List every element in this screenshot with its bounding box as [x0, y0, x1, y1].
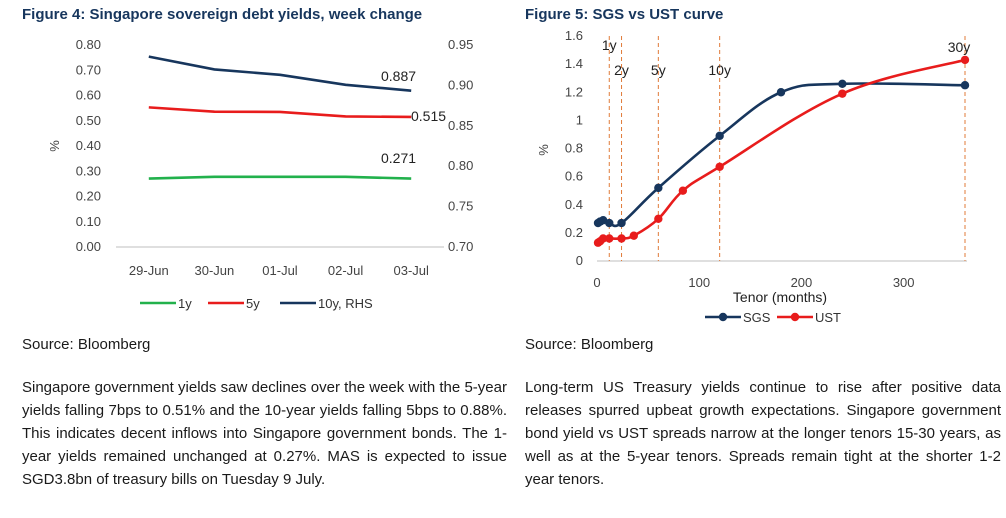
y-tick-label: 0.10	[76, 214, 101, 229]
x-tick-label: 01-Jul	[262, 263, 298, 278]
y-tick-label: 0.80	[76, 37, 101, 52]
data-point-sgs	[838, 79, 847, 89]
data-label: 0.887	[381, 68, 416, 84]
y2-tick-label: 0.90	[448, 77, 473, 92]
data-point-sgs	[715, 131, 724, 141]
series-line-ust	[597, 58, 966, 244]
data-point-ust	[838, 89, 847, 98]
yields-week-change-chart: 0.00 0.10 0.20 0.30 0.40 0.50 0.60 0.70 0.80 0.70…	[47, 37, 473, 311]
data-point-ust	[617, 234, 626, 243]
x-tick-label: 300	[893, 275, 915, 290]
y-tick-label: 0.8	[565, 141, 583, 156]
legend-label: 10y, RHS	[318, 296, 373, 311]
data-point-sgs	[960, 81, 970, 90]
x-tick-label: 200	[791, 275, 813, 290]
figure-5-title: Figure 5: SGS vs UST curve	[525, 6, 724, 23]
data-point-ust	[960, 55, 970, 65]
y-tick-label: 0.00	[76, 239, 101, 254]
series-line-10y	[148, 55, 412, 92]
tenor-marker-label: 1y	[602, 37, 617, 53]
y-tick-label: 1	[576, 112, 583, 127]
data-point-sgs	[605, 218, 614, 228]
x-tick-label: 0	[593, 275, 600, 290]
x-tick-label: 02-Jul	[328, 263, 364, 278]
legend-label: UST	[815, 310, 841, 325]
data-point-ust	[629, 231, 638, 240]
series-line-1y	[148, 175, 412, 180]
x-axis-label: Tenor (months)	[733, 289, 827, 305]
figure-5-commentary: Long-term US Treasury yields continue to…	[525, 379, 1001, 488]
tenor-marker-label: 2y	[614, 62, 629, 78]
y-tick-label: 1.4	[565, 56, 583, 71]
figure-5-panel: Figure 5: SGS vs UST curve 0 0.2 0.4 0.6 0.8…	[505, 0, 1005, 518]
figure-4-title: Figure 4: Singapore sovereign debt yield…	[22, 6, 423, 23]
data-label: 0.271	[381, 150, 416, 166]
y-tick-label: 1.6	[565, 28, 583, 43]
y-tick-label: 0.20	[76, 189, 101, 204]
legend-label: 1y	[178, 296, 192, 311]
y-tick-label: 0.4	[565, 197, 583, 212]
figure-4-source: Source: Bloomberg	[22, 336, 151, 353]
tenor-marker-label: 30y	[948, 39, 971, 55]
data-label: 0.515	[411, 108, 446, 124]
legend-label: 5y	[246, 296, 260, 311]
y-tick-label: 1.2	[565, 84, 583, 99]
series-line-sgs	[597, 82, 966, 228]
y2-tick-label: 0.70	[448, 239, 473, 254]
figure-4-commentary: Singapore government yields saw declines…	[22, 379, 507, 488]
y-tick-label: 0.40	[76, 138, 101, 153]
x-tick-label: 30-Jun	[195, 263, 235, 278]
x-tick-label: 29-Jun	[129, 263, 169, 278]
x-tick-label: 100	[688, 275, 710, 290]
figure-5-source: Source: Bloomberg	[525, 336, 654, 353]
data-point-ust	[715, 162, 724, 171]
x-tick-label: 03-Jul	[393, 263, 429, 278]
y-tick-label: 0.70	[76, 62, 101, 77]
tenor-marker-label: 5y	[651, 62, 666, 78]
series-line-5y	[148, 106, 412, 119]
y2-tick-label: 0.95	[448, 37, 473, 52]
data-point-sgs	[654, 183, 663, 193]
y2-tick-label: 0.75	[448, 199, 473, 214]
y-axis-label: %	[47, 140, 62, 152]
legend-marker	[790, 312, 800, 322]
data-point-ust	[678, 186, 688, 195]
y2-tick-label: 0.80	[448, 158, 473, 173]
tenor-marker-label: 10y	[708, 62, 731, 78]
data-point-sgs	[617, 218, 626, 228]
y-tick-label: 0.60	[76, 88, 101, 103]
data-point-ust	[598, 234, 608, 243]
y-axis-label: %	[536, 144, 551, 156]
y-tick-label: 0	[576, 253, 583, 268]
legend-marker	[718, 312, 728, 322]
data-point-ust	[605, 234, 614, 243]
y-tick-label: 0.50	[76, 113, 101, 128]
legend-label: SGS	[743, 310, 771, 325]
y2-tick-label: 0.85	[448, 118, 473, 133]
data-point-sgs	[776, 88, 786, 97]
sgs-vs-ust-curve-chart: 0 0.2 0.4 0.6 0.8 1 1.2 1.4 1.6 0 100 200 300 Tenor (…	[536, 28, 971, 325]
figure-4-panel: Figure 4: Singapore sovereign debt yield…	[0, 0, 507, 518]
y-tick-label: 0.30	[76, 163, 101, 178]
data-point-ust	[654, 214, 663, 224]
y-tick-label: 0.6	[565, 169, 583, 184]
y-tick-label: 0.2	[565, 225, 583, 240]
